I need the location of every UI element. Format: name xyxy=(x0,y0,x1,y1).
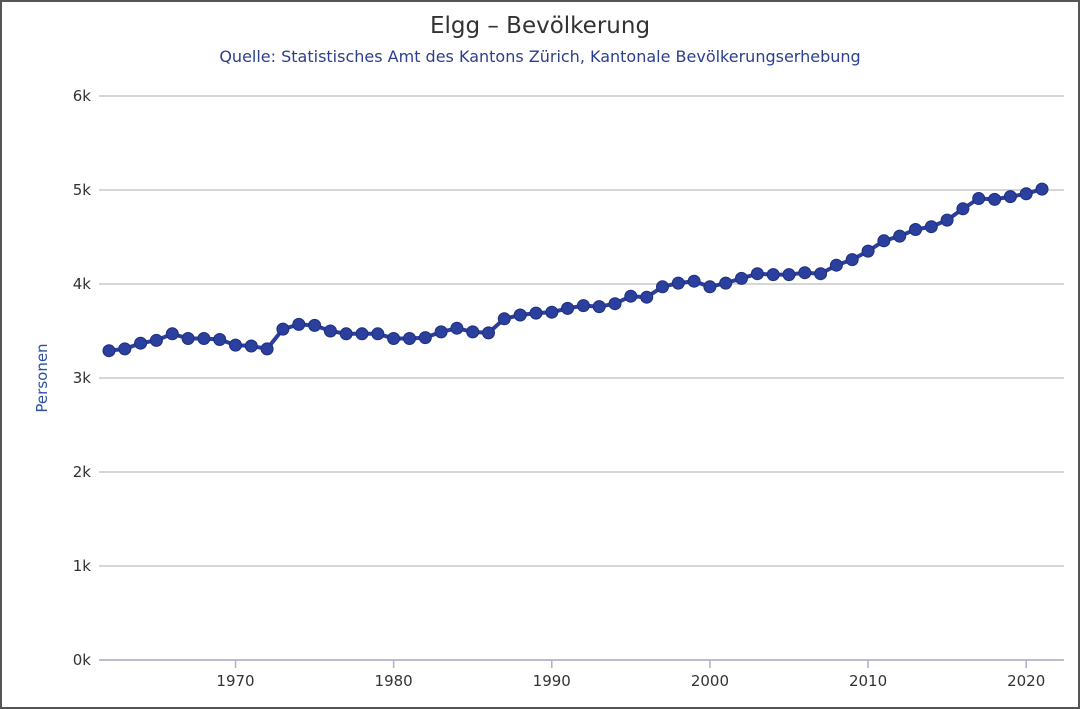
data-point xyxy=(276,322,290,336)
data-point xyxy=(640,290,654,304)
y-tick-label: 0k xyxy=(73,651,92,669)
data-point xyxy=(513,308,527,322)
data-point xyxy=(244,339,258,353)
data-point xyxy=(308,318,322,332)
x-tick-label: 2020 xyxy=(1007,672,1045,690)
data-point xyxy=(909,223,922,236)
y-tick-label: 4k xyxy=(73,275,92,293)
data-point xyxy=(434,325,448,339)
data-point xyxy=(750,267,764,281)
data-point xyxy=(181,332,195,345)
x-tick-label: 1990 xyxy=(533,672,571,690)
y-tick-label: 3k xyxy=(73,369,92,387)
data-point xyxy=(466,325,480,339)
data-point xyxy=(118,342,132,356)
data-point xyxy=(988,192,1002,206)
x-tick-label: 1980 xyxy=(375,672,413,690)
data-point xyxy=(972,192,986,205)
data-point xyxy=(703,280,717,294)
data-point xyxy=(418,331,432,345)
data-point xyxy=(102,344,116,358)
data-point xyxy=(403,332,416,345)
data-point xyxy=(213,333,227,346)
y-axis-label: Personen xyxy=(33,343,51,412)
data-point xyxy=(497,312,511,326)
data-point xyxy=(719,276,733,290)
data-point xyxy=(149,333,163,347)
data-point xyxy=(656,280,669,294)
chart-title: Elgg – Bevölkerung xyxy=(429,13,651,39)
axes: 0k 1k 2k 3k 4k 5k 6k 1970 1980 1990 2000 2010 2020 xyxy=(73,87,1064,690)
series-line xyxy=(108,187,1043,353)
y-tick-label: 1k xyxy=(73,557,92,575)
data-point xyxy=(561,301,575,315)
data-point xyxy=(292,317,306,331)
data-point xyxy=(845,253,859,267)
data-point xyxy=(355,327,369,341)
data-point xyxy=(782,268,796,282)
data-point xyxy=(940,213,954,227)
data-point xyxy=(482,326,495,340)
data-point xyxy=(1019,187,1033,201)
x-tick-label: 2010 xyxy=(849,672,887,690)
data-point xyxy=(529,306,543,320)
data-point xyxy=(197,332,211,345)
y-tick-label: 6k xyxy=(73,87,92,105)
data-point xyxy=(735,271,748,285)
data-point xyxy=(387,332,401,345)
data-point xyxy=(893,229,907,243)
data-point xyxy=(165,327,179,341)
chart-subtitle: Quelle: Statistisches Amt des Kantons Zü… xyxy=(219,47,861,66)
y-tick-label: 5k xyxy=(73,181,92,199)
data-point xyxy=(576,299,590,313)
data-point xyxy=(687,274,701,288)
data-point xyxy=(624,289,638,303)
data-point xyxy=(766,268,780,282)
data-point xyxy=(924,220,938,234)
data-point xyxy=(956,202,970,216)
data-point xyxy=(798,266,812,280)
data-point xyxy=(323,324,337,338)
y-tick-label: 2k xyxy=(73,463,92,481)
data-point xyxy=(260,342,274,356)
data-point xyxy=(134,336,148,350)
data-point xyxy=(229,338,242,352)
series-population xyxy=(102,182,1049,358)
data-point xyxy=(450,321,464,335)
data-point xyxy=(608,297,622,311)
data-point xyxy=(592,300,606,314)
data-point xyxy=(1003,190,1017,204)
data-point xyxy=(339,327,353,341)
data-point xyxy=(814,267,828,281)
grid xyxy=(99,95,1064,661)
data-point xyxy=(877,234,891,248)
x-tick-label: 1970 xyxy=(216,672,254,690)
data-point xyxy=(829,258,843,272)
data-point xyxy=(671,276,685,290)
data-point xyxy=(861,244,875,258)
data-point xyxy=(1035,182,1049,196)
data-point xyxy=(545,305,559,319)
data-point xyxy=(371,327,385,341)
x-tick-label: 2000 xyxy=(691,672,729,690)
